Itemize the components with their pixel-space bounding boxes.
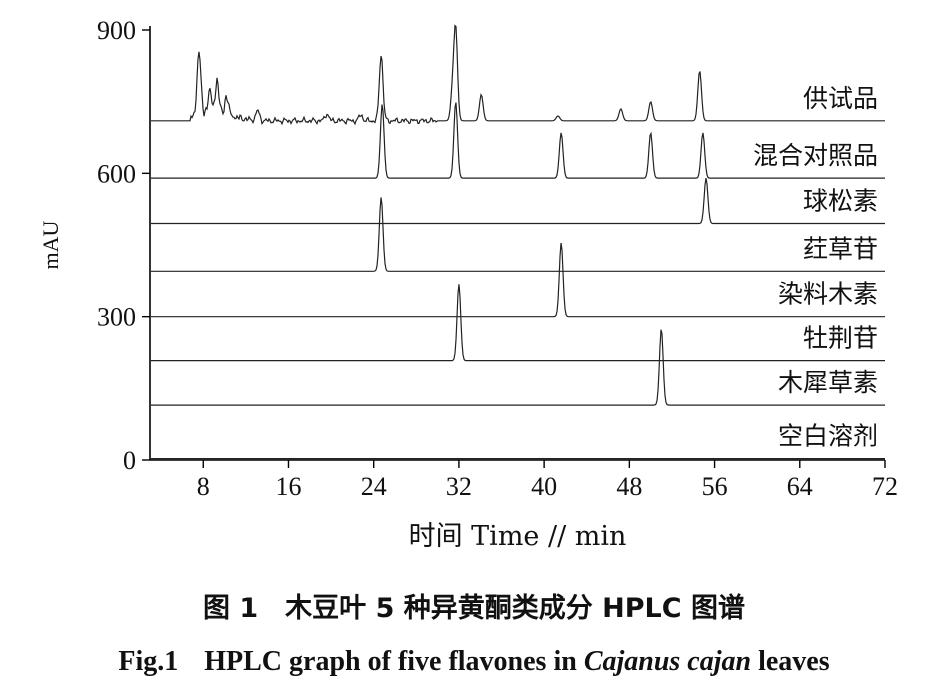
series-label: 荭草苷	[803, 234, 878, 263]
trace-5	[151, 242, 885, 318]
series-label: 供试品	[803, 84, 878, 113]
series-label: 牡荆苷	[803, 324, 878, 353]
x-tick-label: 64	[787, 472, 813, 501]
x-tick-label: 48	[616, 472, 642, 501]
x-tick-label: 8	[197, 472, 210, 501]
trace-3	[151, 177, 885, 225]
trace-6	[151, 284, 885, 362]
y-axis-label: mAU	[38, 220, 63, 269]
chromatogram-chart: 0 300 600 900 8 16 24 32 40 48 56 64 72 mAU 时间 Time //…	[38, 16, 898, 552]
x-tick-label: 72	[872, 472, 898, 501]
chromatogram-figure: 0 300 600 900 8 16 24 32 40 48 56 64 72 mAU 时间 Time //…	[38, 16, 898, 552]
caption-english-species: Cajanus cajan	[583, 646, 752, 677]
x-tick-label: 24	[361, 472, 387, 501]
y-tick-label: 600	[97, 159, 136, 188]
caption-english-post: leaves	[758, 646, 830, 677]
series-label: 染料木素	[778, 280, 878, 309]
x-axis-label: 时间 Time // min	[409, 521, 627, 552]
caption-english-label: Fig.1	[118, 646, 179, 677]
trace-2	[151, 102, 885, 179]
caption-english: Fig.1 HPLC graph of five flavones in Caja…	[0, 646, 948, 678]
y-tick-label: 0	[123, 446, 136, 475]
x-tick-label: 40	[531, 472, 557, 501]
trace-7	[151, 329, 885, 406]
trace-1	[151, 24, 885, 126]
caption-chinese: 图 1 木豆叶 5 种异黄酮类成分 HPLC 图谱	[203, 593, 745, 624]
series-label: 木犀草素	[778, 368, 878, 397]
x-tick-label: 32	[446, 472, 472, 501]
y-tick-label: 900	[97, 16, 136, 45]
series-label: 空白溶剂	[778, 422, 878, 451]
trace-4	[151, 197, 885, 272]
x-tick-label: 16	[275, 472, 301, 501]
x-tick-label: 56	[702, 472, 728, 501]
series-label: 混合对照品	[753, 141, 878, 170]
series-label: 球松素	[803, 187, 878, 216]
y-tick-label: 300	[97, 303, 136, 332]
caption-english-pre: HPLC graph of five flavones in	[204, 646, 577, 677]
